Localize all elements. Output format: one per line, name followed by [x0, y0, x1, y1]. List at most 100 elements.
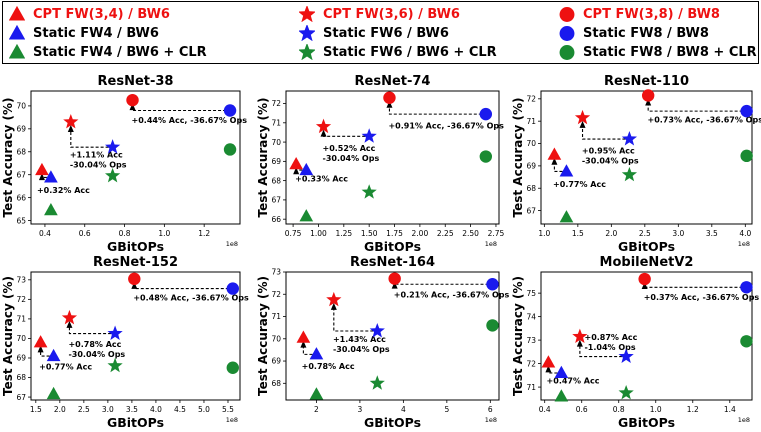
y-tick-label: 66 [271, 215, 281, 224]
x-tick-label: 0.4 [539, 405, 551, 414]
data-point [44, 170, 58, 183]
x-tick-label: 1.75 [386, 229, 403, 238]
x-tick-label: 1.0 [538, 229, 550, 238]
data-point [547, 147, 562, 160]
legend-item: CPT FW(3,8) / BW8 [559, 6, 720, 22]
y-tick-label: 70 [271, 138, 281, 147]
x-tick-label: 0.8 [119, 229, 131, 238]
y-tick-label: 69 [526, 162, 536, 171]
data-point [621, 131, 638, 146]
x-tick-label: 1.5 [572, 229, 584, 238]
y-tick-label: 71 [526, 117, 536, 126]
y-axis-label: Test Accuracy (%) [511, 98, 525, 218]
x-tick-label: 1.2 [198, 229, 210, 238]
annotation-arrowhead [129, 103, 136, 111]
x-tick-label: 4 [401, 405, 406, 414]
legend-marker [9, 25, 25, 40]
data-point [126, 93, 139, 107]
annotation-arrowhead [576, 339, 583, 347]
annotation-label: +0.48% Acc, -36.67% Ops [133, 293, 249, 302]
y-axis-label: Test Accuracy (%) [1, 98, 15, 218]
annotation-arrow [581, 125, 626, 140]
chart-panel: ResNet-110 1.0 1.5 2.0 2.5 3.0 3.5 4.0 67 68 69 70 7… [511, 74, 761, 254]
annotation-arrow [579, 344, 623, 358]
data-point [641, 89, 655, 102]
x-tick-label: 1.25 [335, 229, 352, 238]
data-point [128, 272, 141, 286]
x-tick-label: 1.2 [687, 405, 699, 414]
annotation-arrow [68, 325, 112, 335]
y-axis-label: Test Accuracy (%) [511, 276, 525, 396]
plot-area [540, 90, 753, 225]
legend-marker [559, 7, 575, 22]
annotation-arrow [388, 105, 482, 115]
chart-panel: ResNet-74 0.75 1.00 1.25 1.50 1.75 2.00 2.25 2.5… [256, 74, 505, 254]
data-point [361, 128, 377, 143]
plot-area [285, 271, 500, 401]
data-point [107, 325, 123, 341]
x-tick-label: 4.0 [739, 229, 751, 238]
data-point [479, 150, 493, 163]
data-point [486, 319, 499, 332]
data-point [226, 361, 239, 374]
y-tick-label: 74 [526, 312, 536, 321]
annotation-arrowhead [320, 129, 327, 137]
data-point [105, 139, 121, 154]
annotation-label: +1.43% Acc -30.04% Ops [333, 335, 390, 354]
legend-star-icon [299, 25, 315, 41]
data-point [299, 162, 314, 176]
x-tick-label: 1.50 [361, 229, 378, 238]
y-tick-label: 71 [271, 119, 281, 128]
y-tick-label: 69 [16, 125, 26, 134]
legend-triangle-icon [9, 25, 25, 40]
x-tick-label: 1.0 [158, 229, 170, 238]
y-tick-label: 70 [526, 139, 536, 148]
plot-area [30, 271, 241, 401]
data-point [638, 272, 651, 286]
annotation-arrowhead [579, 120, 586, 128]
plot-area [30, 90, 241, 225]
x-tick-label: 1.00 [310, 229, 327, 238]
y-tick-label: 72 [16, 295, 26, 304]
data-point [388, 272, 401, 285]
data-point [559, 164, 574, 177]
data-point [572, 328, 588, 344]
y-tick-label: 71 [526, 383, 536, 392]
x-tick-label: 2.0 [605, 229, 617, 238]
annotation-arrowhead [645, 98, 652, 106]
legend-label: Static FW4 / BW6 [33, 25, 159, 41]
annotation-label: +0.78% Acc [302, 362, 355, 371]
y-tick-label: 69 [271, 157, 281, 166]
x-tick-label: 1.0 [650, 405, 662, 414]
legend-label: CPT FW(3,8) / BW8 [583, 6, 720, 22]
chart-panel: MobileNetV2 0.4 0.6 0.8 1.0 1.2 1.4 71 72 73 74 75 G… [511, 255, 759, 430]
data-point [369, 322, 385, 338]
x-tick-label: 4.0 [150, 405, 162, 414]
annotation-arrowhead [330, 302, 337, 310]
y-tick-label: 68 [271, 379, 281, 388]
legend-label: CPT FW(3,6) / BW6 [323, 6, 460, 22]
x-tick-label: 0.6 [576, 405, 588, 414]
annotation-arrowhead [38, 173, 45, 181]
chart-panel: ResNet-164 2 3 4 5 6 68 69 70 71 72 73 GBitOPs Test A… [256, 255, 509, 430]
chart-panel: ResNet-152 1.5 2.0 2.5 3.0 3.5 4.0 4.5 5.0 5.5 67 6… [1, 255, 249, 430]
annotation-label: +1.11% Acc -30.04% Ops [70, 151, 127, 170]
x-scale-label: 1e8 [485, 416, 497, 424]
y-tick-label: 68 [16, 147, 26, 156]
annotation-arrowhead [67, 124, 74, 132]
x-tick-label: 1.5 [30, 405, 42, 414]
data-point [559, 210, 574, 223]
annotation-arrowhead [386, 100, 393, 108]
legend-marker [9, 6, 25, 21]
data-point [554, 365, 569, 379]
data-point [361, 184, 377, 199]
annotation-label: +0.91% Acc, -36.67% Ops [388, 122, 504, 131]
y-tick-label: 66 [16, 193, 26, 202]
annotation-arrow [647, 103, 743, 112]
x-axis-label: GBitOPs [107, 239, 164, 254]
x-tick-label: 3.5 [706, 229, 718, 238]
x-axis-label: GBitOPs [107, 415, 164, 430]
data-point [479, 107, 493, 121]
y-tick-label: 67 [16, 170, 26, 179]
annotation-label: +0.73% Acc, -36.67% Ops [648, 115, 761, 124]
